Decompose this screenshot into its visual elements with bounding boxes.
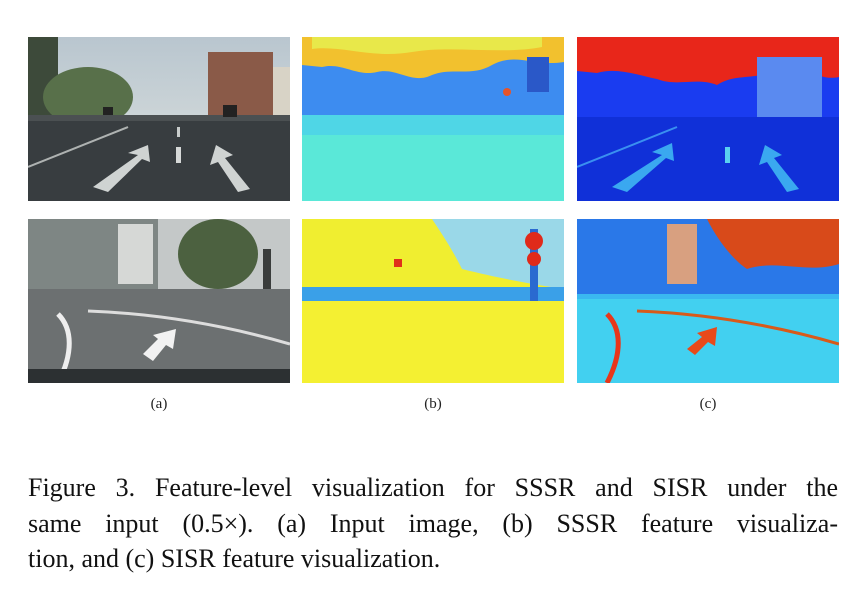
- caption-line: Figure 3. Feature-level visualization fo…: [28, 473, 838, 502]
- panel-label: (a): [150, 396, 168, 412]
- input-image-1: [28, 37, 290, 201]
- input-image-2: [28, 219, 290, 383]
- caption-line: tion, and (c) SISR feature visualization…: [28, 544, 441, 573]
- caption: Figure 3. Feature-level visualization fo…: [28, 470, 838, 577]
- caption-line: same input (0.5×). (a) Input image, (b) …: [28, 508, 838, 538]
- sssr-feature-2: [302, 219, 564, 383]
- sisr-feature-1: [577, 37, 839, 201]
- sssr-feature-1: [302, 37, 564, 201]
- panel-label: (c): [699, 396, 717, 412]
- panel-label: (b): [424, 396, 442, 412]
- sisr-feature-2: [577, 219, 839, 383]
